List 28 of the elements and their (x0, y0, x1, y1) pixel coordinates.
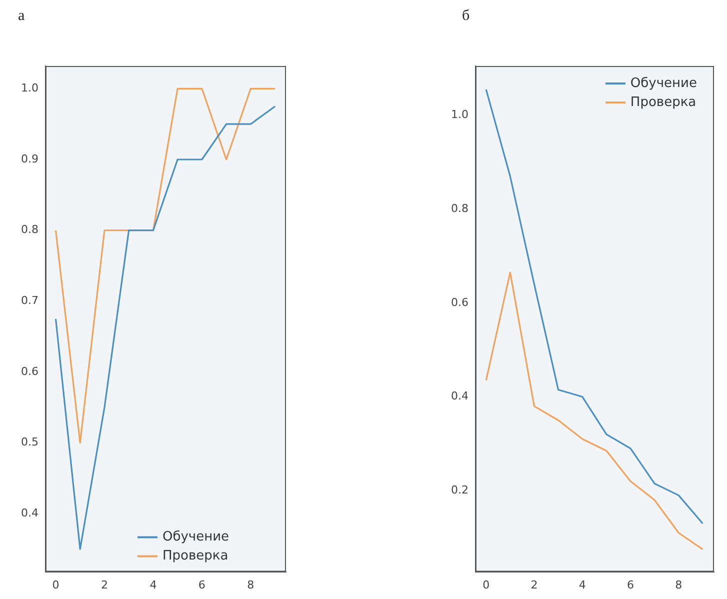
x-tick-label: 0 (482, 578, 490, 592)
chart-title: б (461, 8, 471, 26)
x-tick-label: 8 (247, 578, 254, 592)
x-tick-label: 6 (626, 578, 634, 592)
x-tick-label: 4 (578, 578, 586, 592)
y-tick-label: 1.0 (20, 82, 38, 95)
chart-title: а (17, 8, 26, 26)
y-tick-label: 0.4 (20, 506, 38, 520)
legend-label: Проверка (630, 94, 696, 110)
y-tick-label: 0.6 (450, 296, 468, 309)
x-tick-label: 8 (675, 578, 682, 592)
legend-label: Проверка (162, 548, 228, 564)
x-tick-label: 4 (150, 578, 157, 592)
y-tick-label: 0.9 (20, 152, 38, 166)
y-tick-label: 0.2 (450, 483, 468, 496)
y-tick-label: 0.5 (20, 436, 38, 449)
y-tick-label: 0.6 (20, 364, 38, 378)
x-tick-label: 0 (52, 578, 60, 592)
x-tick-label: 6 (198, 578, 206, 592)
legend-label: Обучение (630, 76, 698, 91)
x-tick-label: 2 (100, 578, 108, 592)
x-tick-label: 2 (530, 578, 538, 592)
y-tick-label: 0.8 (450, 202, 468, 215)
y-tick-label: 1.0 (450, 108, 468, 122)
y-tick-label: 0.4 (450, 390, 468, 403)
legend-label: Обучение (162, 530, 230, 545)
y-tick-label: 0.7 (20, 294, 38, 308)
y-tick-label: 0.8 (20, 223, 38, 236)
